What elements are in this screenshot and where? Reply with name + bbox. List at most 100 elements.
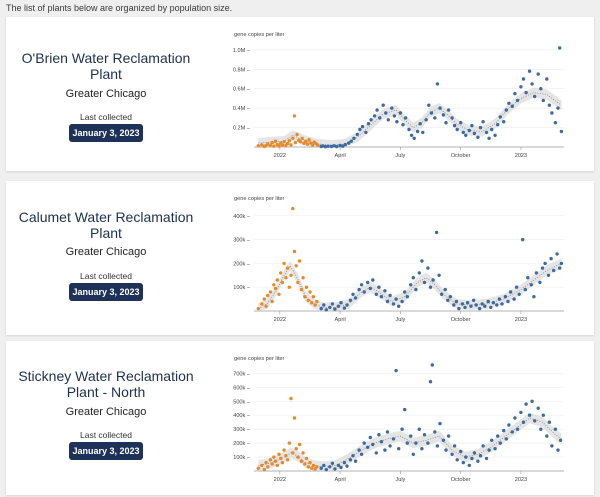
- historic-data-point: [299, 287, 304, 292]
- current-data-point: [507, 423, 511, 427]
- historic-data-point: [289, 396, 293, 401]
- last-collected-label: Last collected: [80, 271, 132, 281]
- current-data-point: [330, 302, 335, 306]
- current-data-point: [521, 77, 526, 81]
- historic-data-point: [260, 302, 264, 306]
- historic-data-point: [272, 283, 276, 287]
- current-data-point: [459, 449, 463, 454]
- historic-data-point: [310, 143, 315, 147]
- current-data-point: [409, 434, 413, 438]
- current-data-point: [409, 283, 413, 287]
- historic-data-point: [311, 463, 316, 468]
- current-data-point: [437, 273, 441, 277]
- current-data-point: [450, 116, 454, 120]
- historic-data-point: [306, 298, 310, 302]
- current-data-point: [515, 98, 520, 103]
- current-data-point: [536, 72, 540, 76]
- historic-data-point: [311, 295, 316, 299]
- current-data-point: [345, 464, 349, 468]
- current-data-point: [524, 90, 528, 95]
- current-data-point: [455, 127, 459, 132]
- current-data-point: [489, 305, 493, 310]
- historic-data-point: [282, 140, 286, 144]
- current-data-point: [504, 108, 508, 112]
- current-data-point: [490, 438, 494, 442]
- current-data-point: [357, 287, 361, 292]
- historic-data-point: [275, 463, 279, 468]
- current-data-point: [496, 434, 500, 438]
- plant-name: Stickney Water Reclamation Plant - North: [18, 368, 194, 400]
- trend-line: [258, 417, 562, 468]
- current-data-point: [394, 297, 398, 301]
- current-data-point: [452, 303, 456, 307]
- historic-data-point: [279, 271, 283, 275]
- current-data-point: [409, 133, 414, 137]
- current-data-point: [504, 437, 508, 441]
- x-tick-label: 2023: [515, 153, 527, 159]
- historic-data-point: [306, 465, 310, 469]
- current-data-point: [379, 295, 384, 299]
- current-data-point: [424, 118, 428, 122]
- y-tick-label: 0.6M –: [233, 87, 251, 93]
- historic-data-point: [284, 454, 288, 458]
- last-collected-label: Last collected: [80, 430, 132, 440]
- historic-data-point: [291, 206, 295, 211]
- current-data-point: [474, 303, 478, 307]
- current-data-point: [503, 295, 508, 299]
- historic-data-point: [262, 297, 266, 301]
- current-data-point: [351, 292, 355, 296]
- plant-card-stickney-north: Stickney Water Reclamation Plant - North…: [6, 341, 594, 495]
- current-data-point: [521, 237, 525, 242]
- current-data-point: [397, 304, 401, 308]
- current-data-point: [493, 447, 497, 451]
- y-tick-label: 0.4M –: [233, 106, 251, 112]
- trend-band: [258, 258, 562, 311]
- y-axis-label: gene copies per liter: [234, 356, 285, 362]
- current-data-point: [465, 301, 470, 305]
- current-data-point: [368, 286, 372, 291]
- historic-data-point: [292, 249, 297, 254]
- current-data-point: [476, 459, 480, 463]
- y-tick-label: 0.2M –: [233, 126, 251, 132]
- current-data-point: [491, 301, 496, 305]
- current-data-point: [552, 268, 556, 273]
- current-data-point: [355, 132, 359, 137]
- historic-data-point: [310, 466, 314, 470]
- current-data-point: [493, 133, 497, 137]
- current-data-point: [395, 120, 399, 124]
- current-data-point: [470, 456, 474, 461]
- plant-info: O'Brien Water Reclamation Plant Greater …: [6, 17, 206, 171]
- current-data-point: [472, 451, 477, 455]
- current-data-point: [330, 461, 335, 465]
- current-data-point: [558, 438, 563, 442]
- current-data-point: [358, 127, 362, 132]
- current-data-point: [332, 144, 336, 148]
- current-data-point: [366, 122, 371, 126]
- current-data-point: [347, 141, 351, 145]
- y-tick-label: 200k –: [233, 261, 251, 267]
- current-data-point: [407, 127, 411, 132]
- current-data-point: [403, 116, 408, 120]
- plant-region: Greater Chicago: [65, 88, 147, 100]
- current-data-point: [342, 306, 347, 310]
- y-tick-label: 500k –: [233, 399, 251, 405]
- current-data-point: [495, 303, 499, 307]
- historic-data-point: [285, 458, 290, 462]
- current-data-point: [472, 131, 477, 136]
- historic-data-point: [272, 144, 276, 148]
- y-tick-label: 400k –: [233, 214, 251, 220]
- x-tick-label: October: [451, 317, 471, 323]
- current-data-point: [546, 273, 551, 277]
- historic-data-point: [266, 293, 270, 298]
- current-data-point: [422, 280, 427, 285]
- current-data-point: [339, 465, 343, 470]
- current-data-point: [533, 94, 537, 99]
- current-data-point: [538, 280, 542, 285]
- current-data-point: [517, 292, 521, 296]
- current-data-point: [369, 118, 373, 122]
- y-axis-label: gene copies per liter: [234, 32, 285, 38]
- current-data-point: [481, 120, 485, 124]
- last-collected-label: Last collected: [80, 112, 132, 122]
- historic-data-point: [304, 456, 309, 461]
- current-data-point: [519, 410, 523, 415]
